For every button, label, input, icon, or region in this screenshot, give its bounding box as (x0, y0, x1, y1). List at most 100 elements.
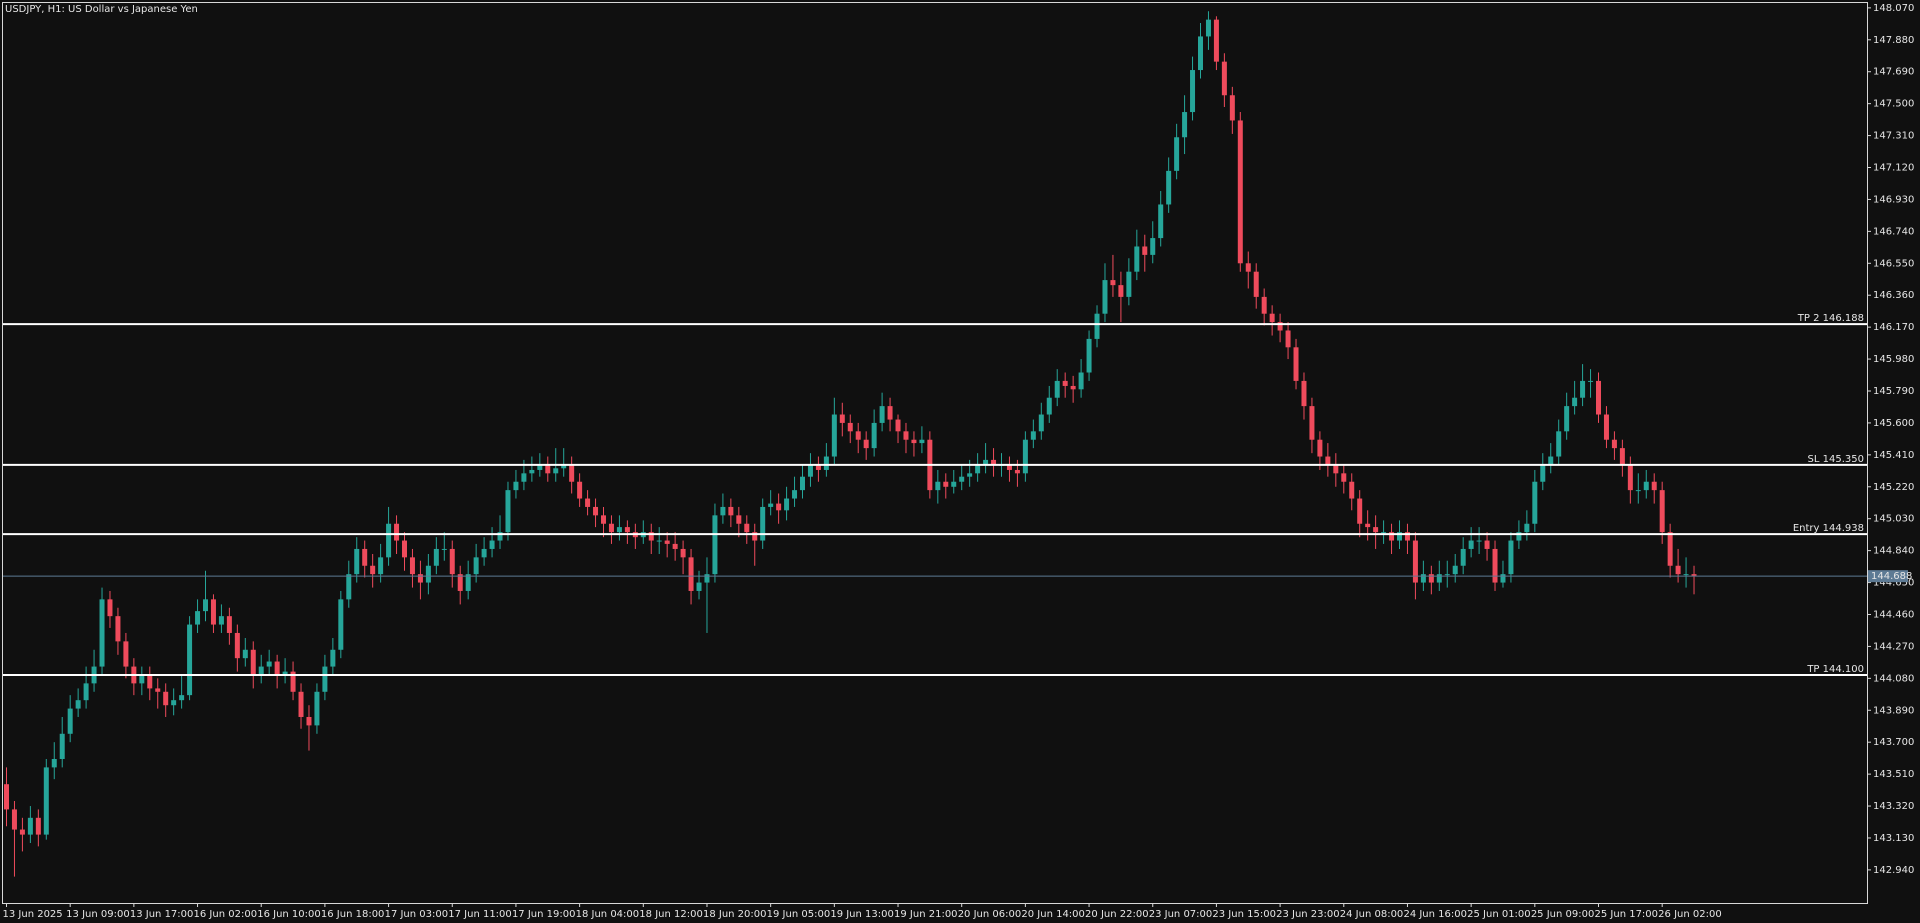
x-tick-label: 23 Jun 07:00 (1149, 909, 1213, 920)
candle-body (760, 506, 766, 541)
candle-body (1643, 481, 1649, 491)
candle-body (569, 464, 575, 482)
candle-body (823, 456, 829, 470)
candle-body (1556, 431, 1562, 457)
x-tick-label: 17 Jun 11:00 (448, 909, 512, 920)
candle-body (608, 523, 614, 533)
candle-body (505, 490, 511, 533)
candle-body (402, 540, 407, 558)
candle-body (4, 784, 9, 810)
candle-body (187, 624, 193, 696)
price-tag (1868, 570, 1908, 583)
candle-body (1166, 170, 1172, 205)
y-tick-label: 144.270 (1873, 641, 1914, 652)
candle-body (409, 557, 415, 575)
candle-body (1301, 380, 1307, 407)
x-tick-label: 13 Jun 2025 (3, 909, 63, 920)
candle-body (672, 543, 678, 549)
candle-body (887, 406, 893, 420)
x-tick-label: 20 Jun 14:00 (1021, 909, 1085, 920)
candle-body (314, 691, 320, 726)
candle-body (553, 468, 559, 474)
candle-body (497, 532, 503, 541)
candle-body (1524, 523, 1530, 533)
candle-body (1078, 372, 1084, 390)
x-tick-label: 20 Jun 06:00 (958, 909, 1022, 920)
candle-body (1667, 532, 1673, 566)
candle-body (489, 540, 495, 549)
candle-body (1046, 397, 1052, 415)
candle-body (155, 688, 161, 692)
candle-body (768, 503, 774, 507)
candle-body (234, 632, 240, 659)
candle-body (123, 641, 129, 667)
x-tick-label: 25 Jun 09:00 (1531, 909, 1595, 920)
x-tick-label: 18 Jun 20:00 (703, 909, 767, 920)
x-tick-label: 13 Jun 09:00 (66, 909, 130, 920)
y-tick-label: 147.500 (1873, 99, 1914, 110)
candle-body (1381, 532, 1387, 534)
candle-body (1110, 280, 1116, 286)
candle-body (457, 574, 463, 591)
candle-body (27, 817, 33, 835)
candle-body (1603, 414, 1609, 440)
candle-body (473, 557, 479, 575)
candle-body (362, 548, 368, 566)
plot-frame (2, 2, 1868, 904)
candle-body (1357, 498, 1363, 524)
candle-body (776, 503, 782, 511)
candle-body (35, 817, 41, 835)
candle-body (1397, 532, 1402, 541)
candle-body (1205, 19, 1211, 37)
candle-body (1237, 120, 1243, 264)
candle-body (1006, 464, 1012, 470)
y-tick-label: 146.170 (1873, 322, 1914, 333)
candle-body (1158, 204, 1164, 239)
candle-body (1349, 481, 1355, 499)
candle-body (561, 464, 567, 469)
level-label: TP 144.100 (1806, 664, 1864, 675)
candle-body (51, 758, 57, 768)
candle-body (1285, 330, 1291, 348)
candle-body (1659, 490, 1665, 533)
candle-body (728, 506, 734, 516)
candle-body (807, 464, 813, 477)
candle-body (1333, 464, 1339, 474)
candle-body (394, 523, 400, 541)
candle-body (1261, 296, 1267, 314)
candle-body (43, 767, 49, 835)
candle-body (577, 481, 583, 499)
candle-body (712, 515, 718, 575)
y-tick-label: 144.080 (1873, 673, 1914, 684)
x-tick-label: 19 Jun 13:00 (830, 909, 894, 920)
candle-body (1412, 540, 1418, 583)
y-tick-label: 143.320 (1873, 801, 1914, 812)
candle-body (879, 406, 885, 423)
candle-body (545, 464, 551, 474)
y-tick-label: 144.460 (1873, 609, 1914, 620)
candle-body (744, 523, 750, 533)
candle-body (107, 599, 113, 617)
candle-body (871, 422, 877, 449)
candle-body (290, 671, 296, 692)
candle-body (179, 695, 185, 701)
candle-body (1213, 19, 1219, 62)
candle-body (433, 548, 439, 566)
x-tick-label: 16 Jun 02:00 (194, 909, 258, 920)
candle-body (346, 574, 352, 600)
candle-body (242, 649, 248, 659)
candle-body (1198, 36, 1203, 71)
y-tick-label: 144.650 (1873, 578, 1914, 589)
candle-body (1635, 490, 1641, 492)
candle-body (139, 674, 145, 684)
candle-body (1492, 548, 1498, 583)
candle-body (250, 649, 256, 675)
candle-body (1190, 70, 1196, 113)
y-tick-label: 143.700 (1873, 737, 1914, 748)
candle-body (537, 464, 543, 470)
candle-body (1070, 385, 1076, 390)
candle-body (1476, 540, 1482, 542)
candle-body (1428, 574, 1434, 583)
candle-body (306, 716, 312, 726)
